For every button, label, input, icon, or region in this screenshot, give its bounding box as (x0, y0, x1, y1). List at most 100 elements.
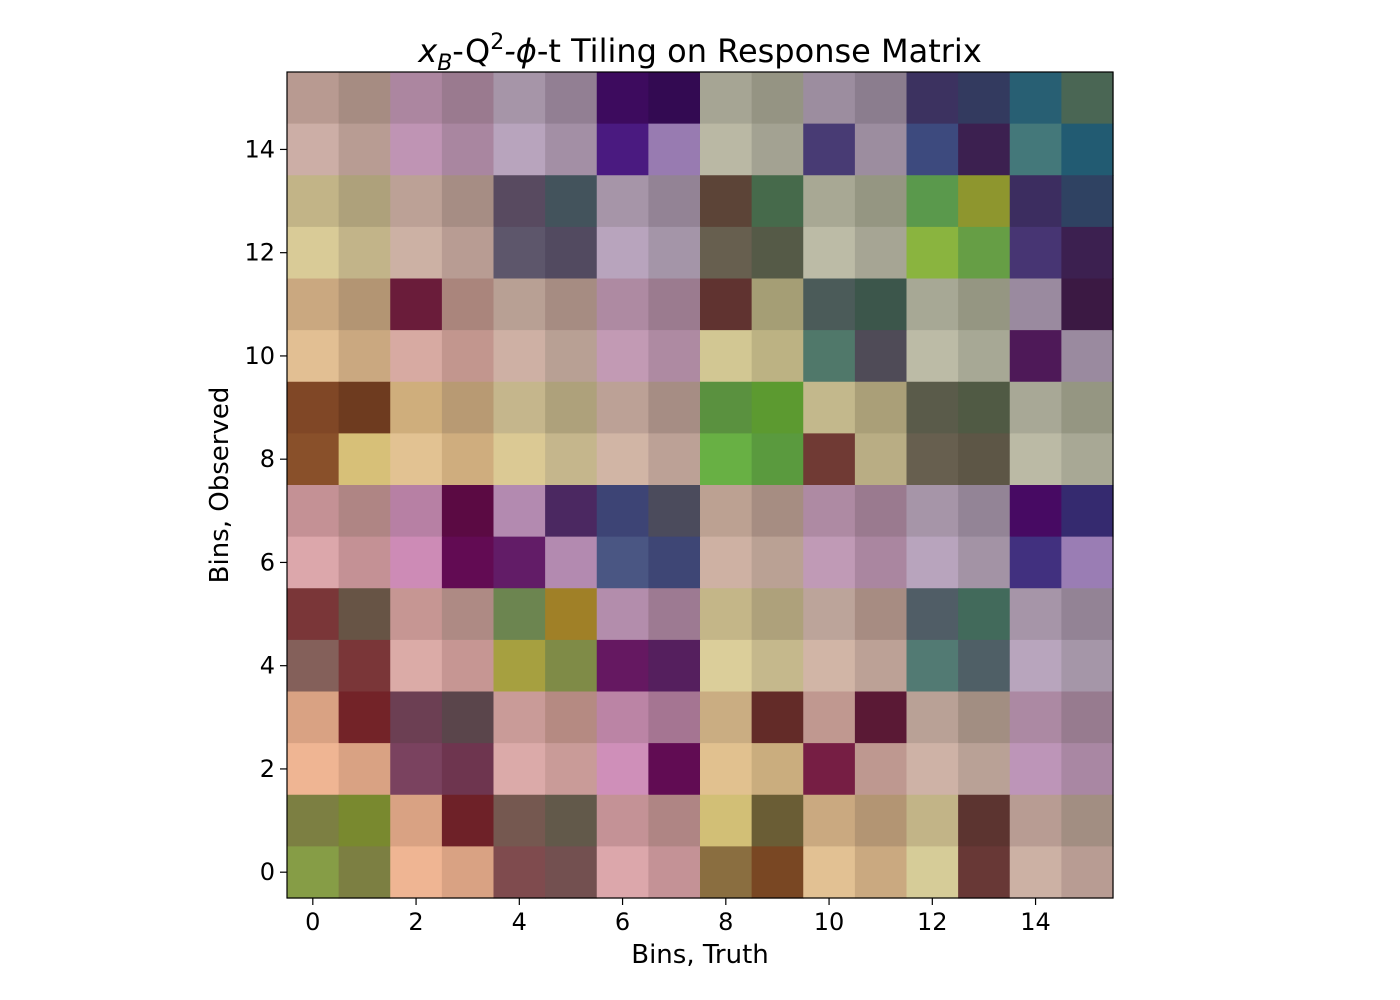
heatmap-cell (390, 691, 443, 744)
heatmap-cell (751, 536, 804, 589)
heatmap-cell (545, 846, 598, 899)
y-axis-label: Bins, Observed (205, 387, 235, 584)
title-rest: -t Tiling on Response Matrix (537, 32, 982, 70)
title-q-superscript: 2 (490, 30, 504, 55)
heatmap-cell (545, 330, 598, 383)
heatmap-cell (751, 175, 804, 228)
heatmap-cell (906, 794, 959, 847)
heatmap-cell (287, 123, 340, 176)
heatmap-cell (854, 72, 908, 125)
heatmap-cell (338, 588, 391, 641)
heatmap-cell (854, 226, 908, 280)
heatmap-cell (545, 123, 598, 176)
heatmap-cell (906, 433, 959, 486)
heatmap-cell (648, 743, 701, 796)
heatmap-cell (958, 72, 1011, 125)
heatmap-cell (493, 691, 546, 744)
heatmap-cell (390, 175, 443, 228)
heatmap-cell (1061, 639, 1114, 693)
heatmap-cell (287, 794, 340, 847)
heatmap-cell (648, 330, 701, 383)
y-tick-label: 0 (260, 858, 275, 886)
heatmap-cell (545, 278, 598, 331)
heatmap-cell (648, 794, 701, 847)
heatmap-cell (390, 226, 443, 280)
heatmap-cell (803, 639, 856, 693)
heatmap-cell (958, 639, 1011, 693)
heatmap-cell (906, 588, 959, 641)
heatmap-cell (545, 588, 598, 641)
heatmap-cell (545, 226, 598, 280)
heatmap-cell (390, 278, 443, 331)
heatmap-cell (596, 846, 649, 899)
heatmap-cell (287, 743, 340, 796)
heatmap-cell (1061, 691, 1114, 744)
heatmap-cell (545, 639, 598, 693)
heatmap-cell (338, 743, 391, 796)
heatmap-cell (493, 226, 546, 280)
heatmap-cell (338, 846, 391, 899)
heatmap-cell (1009, 175, 1062, 228)
heatmap-cell (700, 381, 753, 434)
heatmap-cell (803, 72, 856, 125)
heatmap-cell (854, 175, 908, 228)
heatmap-cell (441, 794, 495, 847)
x-tick-label: 6 (615, 908, 630, 936)
heatmap-cell (441, 330, 495, 383)
heatmap-cell (441, 433, 495, 486)
heatmap-cell (1061, 381, 1114, 434)
heatmap-cell (493, 743, 546, 796)
heatmap-cell (1009, 846, 1062, 899)
heatmap-cell (1061, 226, 1114, 280)
heatmap-cell (958, 330, 1011, 383)
y-tick-label: 10 (244, 342, 275, 370)
heatmap-cell (545, 794, 598, 847)
heatmap-cell (854, 433, 908, 486)
heatmap-cell (700, 175, 753, 228)
heatmap-cell (648, 639, 701, 693)
heatmap-cell (751, 846, 804, 899)
heatmap-cell (648, 536, 701, 589)
x-tick-label: 12 (917, 908, 948, 936)
heatmap-cell (493, 794, 546, 847)
heatmap-cell (390, 72, 443, 125)
heatmap-cell (1009, 588, 1062, 641)
heatmap-cell (958, 433, 1011, 486)
heatmap-cell (287, 536, 340, 589)
heatmap-cell (390, 485, 443, 538)
heatmap-cell (1061, 278, 1114, 331)
heatmap-cell (1009, 743, 1062, 796)
heatmap-cell (1061, 588, 1114, 641)
heatmap-cell (958, 846, 1011, 899)
heatmap-cell (493, 536, 546, 589)
heatmap-cell (287, 639, 340, 693)
heatmap-cell (287, 433, 340, 486)
heatmap-cell (596, 330, 649, 383)
heatmap-cell (441, 536, 495, 589)
heatmap-cell (493, 278, 546, 331)
heatmap-cell (906, 123, 959, 176)
heatmap-cell (287, 330, 340, 383)
heatmap-cell (390, 846, 443, 899)
heatmap-cell (906, 691, 959, 744)
heatmap-cell (493, 639, 546, 693)
heatmap-cell (441, 743, 495, 796)
heatmap-cell (1009, 278, 1062, 331)
heatmap-cell (596, 794, 649, 847)
heatmap-cell (854, 691, 908, 744)
heatmap-cell (545, 743, 598, 796)
heatmap-cell (958, 743, 1011, 796)
title-phi-variable: -ϕ (504, 32, 537, 70)
heatmap-cell (1009, 536, 1062, 589)
heatmap-cell (751, 433, 804, 486)
heatmap-cell (287, 278, 340, 331)
heatmap-cell (441, 691, 495, 744)
heatmap-cell (958, 226, 1011, 280)
x-tick-label: 2 (408, 908, 423, 936)
heatmap-cell (648, 72, 701, 125)
heatmap-cell (596, 639, 649, 693)
x-axis-ticks: 0 2 4 6 8 10 12 14 (305, 898, 1051, 936)
heatmap-cell (854, 485, 908, 538)
chart-title: xB-Q2-ϕ-t Tiling on Response Matrix (417, 30, 982, 76)
